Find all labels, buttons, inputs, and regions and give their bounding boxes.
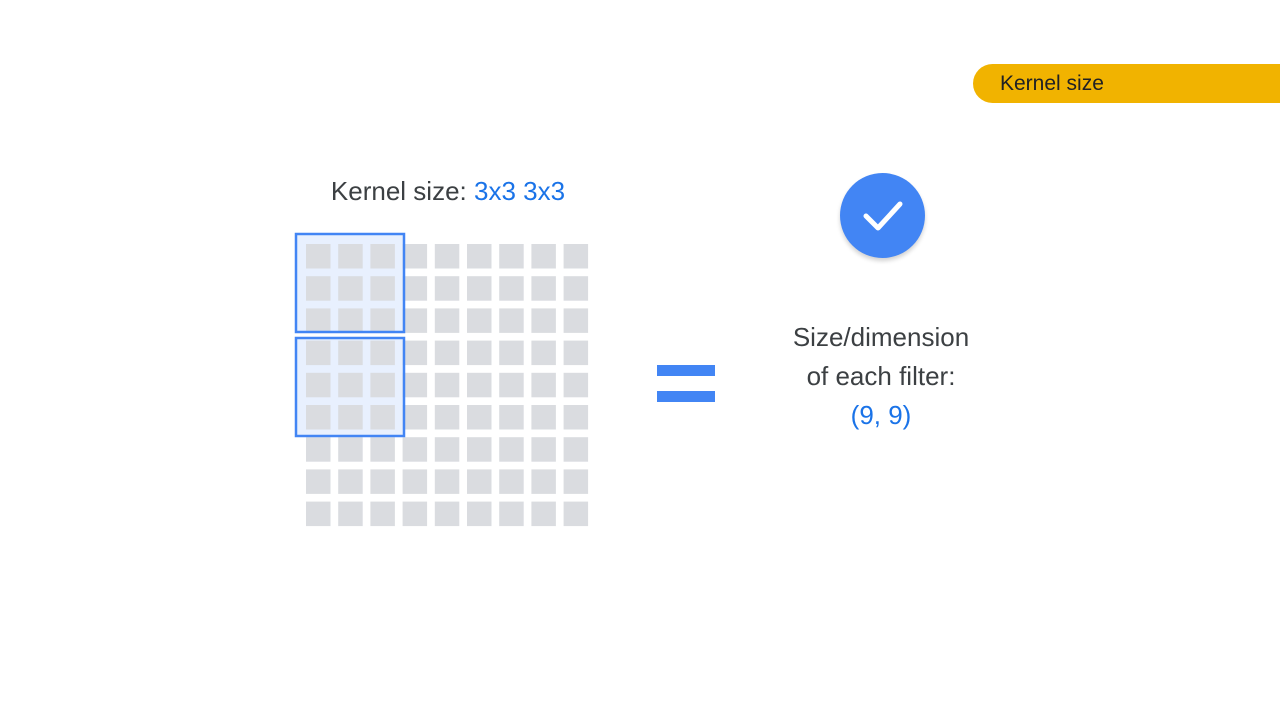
filter-dimension-line1: Size/dimension (792, 322, 970, 352)
grid-cell (467, 372, 492, 398)
kernel-highlight-box-2 (294, 336, 406, 438)
grid-cell (370, 276, 395, 301)
grid-cell (338, 340, 363, 366)
grid-cell (531, 405, 556, 430)
grid-cell (499, 308, 524, 333)
filter-dimension-text: Size/dimension of each filter: (9, 9) (760, 318, 1002, 435)
grid-cell (434, 276, 460, 301)
filter-dimension-line2: of each filter: (806, 361, 956, 391)
grid-cell (402, 405, 428, 430)
grid-cell (499, 469, 524, 494)
checkmark-icon (863, 201, 903, 231)
grid-cell (563, 372, 589, 398)
grid-cell (338, 501, 363, 527)
kernel-size-value: 3x3 3x3 (474, 176, 566, 206)
grid-cell (370, 244, 395, 269)
grid-cell (467, 340, 492, 366)
grid-cell (402, 340, 428, 366)
grid-cell (467, 437, 492, 462)
section-tag-label: Kernel size (1000, 72, 1104, 95)
grid-cell (402, 501, 428, 527)
grid-cell (467, 501, 492, 527)
grid-cell (434, 469, 460, 494)
grid-cell (306, 469, 331, 494)
grid-cell (306, 276, 331, 301)
equals-sign-bottom-bar (657, 391, 715, 402)
grid-cell (563, 276, 589, 301)
equals-sign-top-bar (657, 365, 715, 376)
grid-cell (563, 405, 589, 430)
grid-cell (531, 244, 556, 269)
grid-cell (531, 308, 556, 333)
grid-cell (402, 276, 428, 301)
grid-cell (370, 405, 395, 430)
grid-cell (370, 372, 395, 398)
kernel-size-label: Kernel size: (330, 176, 467, 206)
grid-cell (434, 405, 460, 430)
grid-cell (434, 501, 460, 527)
grid-cell (306, 308, 331, 333)
grid-cell (306, 372, 331, 398)
grid-cell (531, 340, 556, 366)
grid-cell (402, 437, 428, 462)
grid-cell (402, 244, 428, 269)
grid-cell (434, 340, 460, 366)
grid-cell (370, 469, 395, 494)
grid-cell (402, 372, 428, 398)
grid-cell (370, 340, 395, 366)
grid-cell (434, 372, 460, 398)
grid-cell (338, 276, 363, 301)
grid-cell (531, 501, 556, 527)
grid-cell (306, 437, 331, 462)
grid-cell (370, 437, 395, 462)
grid-cell (434, 437, 460, 462)
kernel-size-title: Kernel size: 3x3 3x3 (260, 176, 636, 207)
grid-cell (499, 501, 524, 527)
grid-cell (306, 501, 331, 527)
grid-cell (563, 244, 589, 269)
grid-cell (499, 340, 524, 366)
grid-cell (338, 308, 363, 333)
kernel-highlight-box-1 (294, 232, 406, 334)
grid-cell (402, 308, 428, 333)
grid-cell (467, 308, 492, 333)
grid-cell (434, 244, 460, 269)
grid-cell (338, 437, 363, 462)
grid-cell (563, 501, 589, 527)
grid-cell (370, 308, 395, 333)
grid-cell (563, 469, 589, 494)
grid-cell (499, 372, 524, 398)
grid-cell (306, 340, 331, 366)
grid-cell (370, 501, 395, 527)
grid-cell (531, 437, 556, 462)
grid-cell (467, 405, 492, 430)
checkmark-badge (840, 173, 925, 258)
grid-cell (467, 244, 492, 269)
grid-cell (338, 405, 363, 430)
grid-cell (563, 308, 589, 333)
grid-cell (467, 276, 492, 301)
grid-cell (402, 469, 428, 494)
grid-cell (499, 276, 524, 301)
grid-cell (306, 244, 331, 269)
section-tag: Kernel size (973, 64, 1280, 103)
grid-cell (467, 469, 492, 494)
grid-cell (531, 276, 556, 301)
grid-cell (434, 308, 460, 333)
grid-cell (499, 244, 524, 269)
grid-cell (499, 405, 524, 430)
grid-cell (563, 340, 589, 366)
grid-cell (306, 405, 331, 430)
grid-cell (531, 469, 556, 494)
grid-cell (338, 244, 363, 269)
grid-cell (338, 372, 363, 398)
filter-dimension-value: (9, 9) (850, 400, 912, 430)
grid-cell (531, 372, 556, 398)
grid-cell (499, 437, 524, 462)
grid-cell (563, 437, 589, 462)
grid-cell (338, 469, 363, 494)
